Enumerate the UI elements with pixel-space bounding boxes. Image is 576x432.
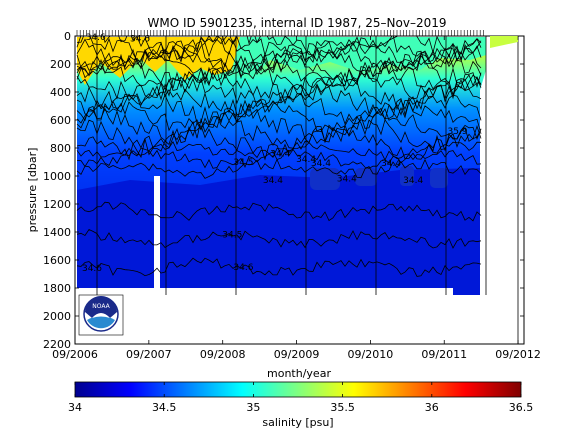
contour-line	[76, 107, 482, 144]
x-tick-label: 09/2012	[495, 348, 541, 361]
x-tick-label: 09/2006	[52, 348, 98, 361]
contour-line	[76, 74, 482, 111]
chart-title: WMO ID 5901235, internal ID 1987, 25–Nov…	[148, 16, 447, 30]
y-axis-label: pressure [dbar]	[26, 148, 39, 233]
y-tick-label: 1200	[43, 198, 71, 211]
x-tick-label: 09/2010	[348, 348, 394, 361]
contour-label: 34.4	[337, 175, 357, 185]
colorbar-tick-label: 36.5	[509, 401, 534, 414]
colorbar-tick-label: 34.5	[152, 401, 177, 414]
y-tick-label: 1400	[43, 226, 71, 239]
contour-line	[76, 43, 482, 80]
y-tick-label: 400	[50, 86, 71, 99]
colorbar-tick-label: 36	[425, 401, 439, 414]
colorbar: 34 34.5 35 35.5 36 36.5 salinity [psu]	[68, 381, 533, 429]
contour-line	[76, 140, 482, 161]
contour-line	[76, 100, 482, 134]
contour-line	[76, 81, 482, 118]
profile-ticks	[76, 30, 484, 36]
y-tick-label: 200	[50, 58, 71, 71]
late-profile-fill	[490, 36, 518, 48]
contour-line	[76, 257, 482, 277]
data-gap	[154, 176, 160, 288]
contour-line	[76, 115, 482, 152]
y-tick-label: 1000	[43, 170, 71, 183]
contour-label: 34.4	[296, 155, 316, 165]
noaa-logo: NOAA	[78, 294, 124, 336]
colorbar-tick-label: 34	[68, 401, 82, 414]
y-tick-label: 1800	[43, 282, 71, 295]
y-tick-label: 800	[50, 142, 71, 155]
contour-line	[76, 59, 482, 96]
surface-green	[232, 37, 486, 80]
colorbar-ticks: 34 34.5 35 35.5 36 36.5	[68, 382, 533, 414]
deep-band	[77, 168, 480, 295]
contour-label: 34.6	[86, 33, 106, 43]
contour-lines	[76, 36, 482, 277]
y-tick-label: 2000	[43, 310, 71, 323]
contour-label: 34.4	[311, 159, 331, 169]
contour-line	[76, 36, 482, 63]
x-axis-label: month/year	[267, 367, 331, 380]
y-axis-ticks: 0 200 400 600 800 1000 1200 1400 1600 1800 2000 220…	[43, 30, 524, 351]
contour-label: 34.6	[82, 264, 102, 274]
y-tick-label: 1600	[43, 254, 71, 267]
colorbar-label: salinity [psu]	[262, 416, 333, 429]
contour-label: 34.5	[222, 231, 242, 241]
contour-line	[76, 158, 482, 179]
low-salinity-patches	[310, 166, 448, 190]
contour-label: 35.9	[447, 127, 467, 137]
contour-line	[76, 124, 482, 161]
y-tick-label: 0	[64, 30, 71, 43]
contour-label: 34.4	[403, 176, 423, 186]
contour-label: 34.4	[381, 159, 401, 169]
x-tick-label: 09/2011	[421, 348, 467, 361]
contour-labels: 34.6 34.634.6 34.634.534.534.434.434.434.4…	[82, 33, 468, 274]
y-tick-label: 2200	[43, 338, 71, 351]
colorbar-gradient	[74, 381, 522, 398]
contour-label: 34.4	[263, 176, 283, 186]
contour-label: 34.4	[270, 149, 290, 159]
contour-line	[76, 48, 482, 86]
contour-line	[76, 201, 482, 222]
colorbar-tick-label: 35.5	[330, 401, 355, 414]
year-separator-lines	[96, 36, 519, 344]
contour-line	[76, 228, 482, 249]
contour-line	[76, 148, 482, 169]
contour-line	[76, 56, 482, 89]
contour-label: 34.6	[130, 35, 150, 45]
logo-text: NOAA	[92, 303, 110, 310]
x-tick-label: 09/2008	[200, 348, 246, 361]
contour-label: 34.5	[233, 158, 253, 168]
contour-line	[76, 90, 482, 126]
x-tick-label: 09/2007	[126, 348, 172, 361]
plot-area: 34.6 34.634.6 34.634.534.534.434.434.434.4…	[43, 30, 541, 361]
contour-label: 34.6	[233, 263, 253, 273]
x-axis-ticks: 09/2006 09/2007 09/2008 09/2009 09/2010 09/20…	[52, 36, 541, 361]
x-tick-label: 09/2009	[274, 348, 320, 361]
y-tick-label: 600	[50, 114, 71, 127]
colorbar-tick-label: 35	[246, 401, 260, 414]
